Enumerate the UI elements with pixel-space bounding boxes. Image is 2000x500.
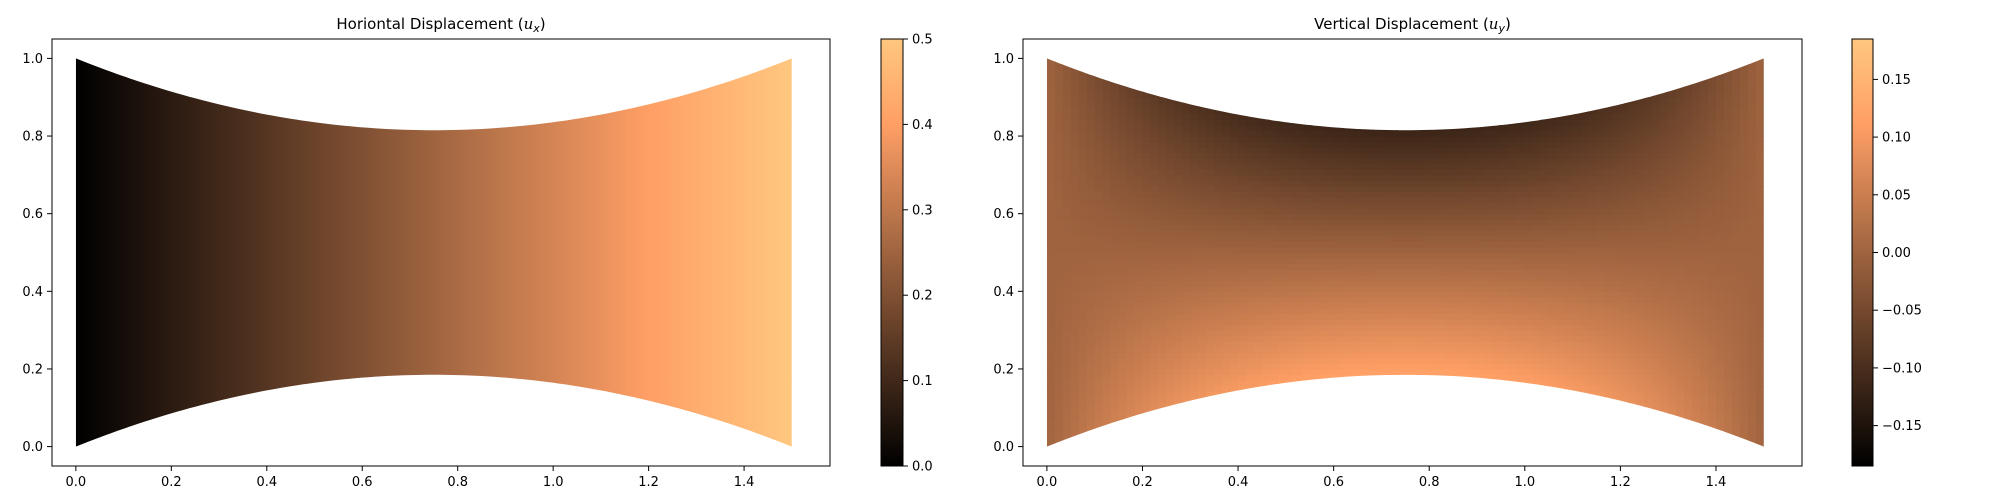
y-tick-label: 0.6 bbox=[993, 207, 1014, 222]
y-tick-label: 1.0 bbox=[22, 52, 43, 67]
displacement-field bbox=[1046, 58, 1764, 447]
x-tick-label: 1.2 bbox=[638, 475, 659, 490]
x-tick-label: 0.8 bbox=[447, 475, 468, 490]
colorbar-tick-label: 0.4 bbox=[912, 118, 933, 133]
x-tick-label: 0.0 bbox=[1037, 475, 1058, 490]
x-tick-label: 0.8 bbox=[1419, 475, 1440, 490]
x-tick-label: 0.6 bbox=[352, 475, 373, 490]
y-tick-label: 0.4 bbox=[22, 285, 43, 300]
colorbar-tick-label: 0.3 bbox=[912, 203, 933, 218]
y-tick-label: 0.8 bbox=[22, 130, 43, 145]
y-tick-label: 0.2 bbox=[993, 362, 1014, 377]
chart-title: Horiontal Displacement (ux) bbox=[336, 15, 545, 35]
x-tick-label: 1.0 bbox=[543, 475, 564, 490]
chart-title-var: u bbox=[524, 15, 534, 33]
y-tick-label: 0.2 bbox=[22, 362, 43, 377]
chart-title-sub: x bbox=[532, 22, 540, 35]
x-tick-label: 1.0 bbox=[1514, 475, 1535, 490]
colorbar-tick-label: 0.5 bbox=[912, 33, 933, 48]
x-tick-label: 0.0 bbox=[66, 475, 87, 490]
y-tick-label: 0.0 bbox=[22, 440, 43, 455]
colorbar-tick-label: 0.10 bbox=[1882, 131, 1911, 146]
colorbar-tick-label: 0.1 bbox=[912, 374, 933, 389]
displacement-field bbox=[75, 58, 792, 447]
panel-horizontal-displacement: 0.0 0.2 0.4 0.6 0.8 1.0 1.2 1.4 0.0 0.2 0.4 0.6 0.8 1… bbox=[22, 15, 932, 490]
chart-title-var: u bbox=[1489, 15, 1499, 33]
y-tick-label: 0.6 bbox=[22, 207, 43, 222]
chart-title-end: ) bbox=[540, 15, 546, 33]
colorbar-tick-label: −0.10 bbox=[1882, 361, 1922, 376]
colorbar-tick-label: 0.2 bbox=[912, 289, 933, 304]
x-tick-label: 0.6 bbox=[1323, 475, 1344, 490]
chart-title: Vertical Displacement (uy) bbox=[1314, 15, 1511, 35]
colorbar-tick-label: −0.15 bbox=[1882, 419, 1922, 434]
chart-title-sub: y bbox=[1497, 22, 1505, 35]
x-tick-label: 1.4 bbox=[734, 475, 755, 490]
x-tick-label: 1.4 bbox=[1706, 475, 1727, 490]
chart-title-text: Vertical Displacement ( bbox=[1314, 15, 1489, 33]
colorbar bbox=[880, 38, 904, 467]
x-tick-label: 0.4 bbox=[1228, 475, 1249, 490]
x-tick-label: 0.2 bbox=[161, 475, 182, 490]
y-tick-label: 1.0 bbox=[993, 52, 1014, 67]
colorbar bbox=[1851, 38, 1874, 467]
y-tick-label: 0.8 bbox=[993, 130, 1014, 145]
chart-title-text: Horiontal Displacement ( bbox=[336, 15, 523, 33]
colorbar-tick-label: 0.15 bbox=[1882, 73, 1911, 88]
colorbar-tick-label: −0.05 bbox=[1882, 304, 1922, 319]
axes-frame bbox=[1022, 38, 1803, 467]
panel-vertical-displacement: 0.0 0.2 0.4 0.6 0.8 1.0 1.2 1.4 0.0 0.2 0.4 0.6 0.8 1… bbox=[993, 15, 1922, 490]
x-tick-label: 1.2 bbox=[1610, 475, 1631, 490]
colorbar-tick-label: 0.0 bbox=[912, 460, 933, 475]
x-tick-label: 0.4 bbox=[256, 475, 277, 490]
chart-title-end: ) bbox=[1505, 15, 1511, 33]
axes-frame bbox=[51, 38, 831, 467]
y-tick-label: 0.4 bbox=[993, 285, 1014, 300]
x-tick-label: 0.2 bbox=[1132, 475, 1153, 490]
colorbar-tick-label: 0.05 bbox=[1882, 188, 1911, 203]
colorbar-tick-label: 0.00 bbox=[1882, 246, 1911, 261]
y-tick-label: 0.0 bbox=[993, 440, 1014, 455]
